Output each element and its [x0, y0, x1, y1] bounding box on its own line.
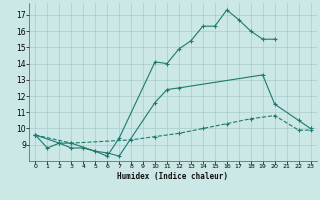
X-axis label: Humidex (Indice chaleur): Humidex (Indice chaleur): [117, 172, 228, 181]
